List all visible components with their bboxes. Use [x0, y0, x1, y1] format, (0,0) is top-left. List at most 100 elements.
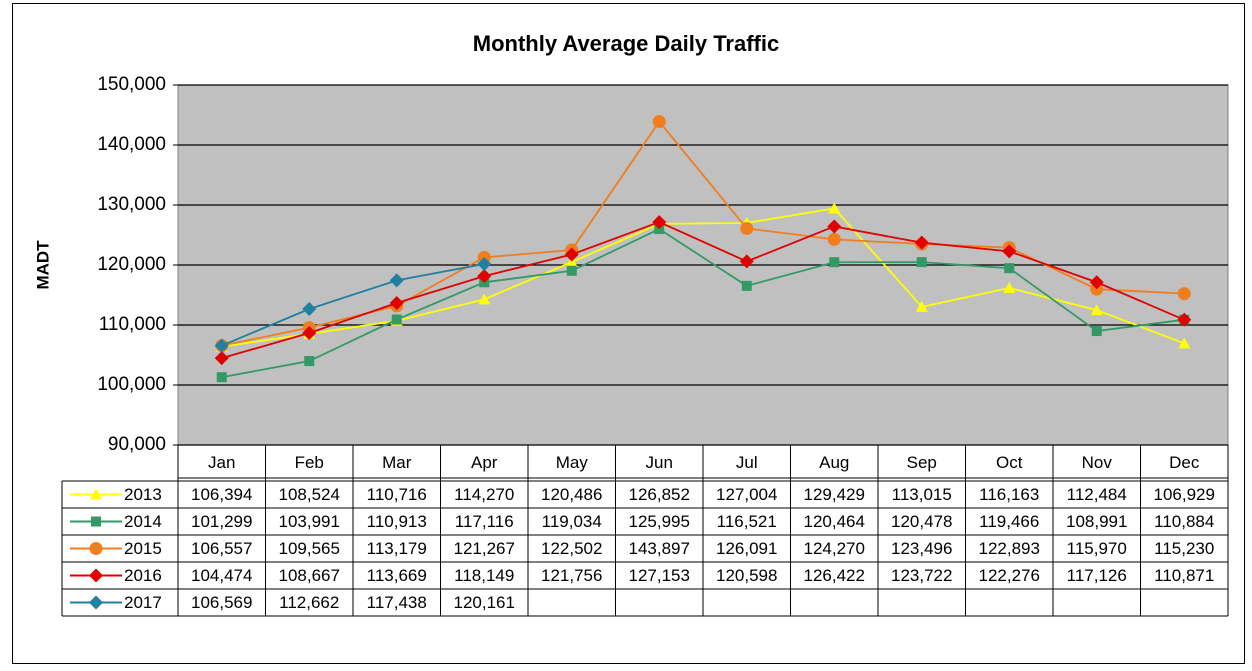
- marker: [564, 247, 579, 262]
- marker: [916, 257, 927, 268]
- marker: [1004, 263, 1015, 274]
- table-value: 120,464: [804, 512, 865, 531]
- x-tick-label: Oct: [996, 453, 1023, 472]
- table-value: 108,991: [1066, 512, 1127, 531]
- table-value: 125,995: [629, 512, 690, 531]
- table-value: 119,466: [979, 512, 1039, 531]
- table-value: 121,756: [541, 566, 602, 585]
- table-value: 126,422: [804, 566, 865, 585]
- marker: [302, 302, 317, 317]
- table-value: 113,015: [892, 485, 952, 504]
- series-line: [221, 207, 1185, 348]
- y-tick-label: 90,000: [108, 434, 166, 455]
- x-tick-label: Apr: [471, 453, 498, 472]
- table-value: 112,484: [1067, 485, 1127, 504]
- x-tick-label: Aug: [819, 453, 849, 472]
- table-value: 106,557: [191, 539, 252, 558]
- table-value: 106,929: [1154, 485, 1215, 504]
- marker: [477, 257, 492, 272]
- marker: [740, 221, 754, 235]
- x-tick-label: Jul: [736, 453, 758, 472]
- table-value: 113,669: [367, 566, 427, 585]
- x-tick-label: Feb: [295, 453, 324, 472]
- marker: [391, 314, 402, 325]
- marker: [652, 115, 666, 129]
- table-value: 110,871: [1154, 566, 1214, 585]
- table-value: 116,521: [717, 512, 777, 531]
- table-value: 118,149: [454, 566, 514, 585]
- marker: [91, 516, 101, 527]
- marker: [827, 232, 841, 246]
- table-value: 126,852: [629, 485, 690, 504]
- table-value: 120,161: [454, 593, 515, 612]
- table-value: 120,486: [541, 485, 602, 504]
- marker: [827, 219, 842, 234]
- table-value: 114,270: [454, 485, 514, 504]
- y-tick-label: 110,000: [99, 314, 166, 335]
- table-value: 106,569: [191, 593, 252, 612]
- y-tick-label: 130,000: [97, 194, 166, 215]
- marker: [1002, 244, 1017, 259]
- table-value: 117,126: [1067, 566, 1127, 585]
- marker: [1178, 337, 1191, 349]
- table-value: 122,893: [979, 539, 1040, 558]
- marker: [829, 257, 840, 268]
- x-tick-label: Dec: [1169, 453, 1200, 472]
- table-value: 117,438: [367, 593, 427, 612]
- y-tick-label: 140,000: [97, 134, 166, 155]
- marker: [652, 215, 667, 230]
- table-value: 108,667: [279, 566, 340, 585]
- marker: [216, 372, 227, 383]
- table-value: 123,496: [891, 539, 952, 558]
- table-value: 101,299: [191, 512, 252, 531]
- table-value: 112,662: [279, 593, 339, 612]
- marker: [914, 235, 929, 250]
- y-tick-label: 120,000: [97, 254, 166, 275]
- table-value: 127,004: [716, 485, 777, 504]
- table-value: 115,230: [1154, 539, 1214, 558]
- legend-label: 2014: [124, 512, 162, 531]
- x-tick-label: Jun: [646, 453, 673, 472]
- marker: [89, 542, 103, 555]
- table-value: 126,091: [716, 539, 777, 558]
- table-value: 127,153: [629, 566, 690, 585]
- table-value: 143,897: [629, 539, 690, 558]
- marker: [565, 256, 578, 268]
- marker: [477, 269, 492, 284]
- marker: [566, 265, 577, 276]
- marker: [1177, 312, 1192, 327]
- marker: [389, 273, 404, 288]
- legend-label: 2016: [124, 566, 162, 585]
- table-value: 117,116: [455, 512, 514, 531]
- y-tick-label: 100,000: [97, 374, 166, 395]
- table-value: 110,716: [367, 485, 427, 504]
- series-line: [221, 228, 1185, 379]
- table-value: 113,179: [367, 539, 427, 558]
- table-value: 104,474: [191, 566, 252, 585]
- series-line: [221, 221, 1185, 360]
- table-value: 124,270: [804, 539, 865, 558]
- x-tick-label: Jan: [208, 453, 235, 472]
- x-tick-label: May: [556, 453, 589, 472]
- x-tick-label: Mar: [382, 453, 412, 472]
- table-value: 122,502: [541, 539, 602, 558]
- marker: [90, 488, 102, 500]
- table-value: 103,991: [279, 512, 340, 531]
- marker: [741, 280, 752, 291]
- table-value: 109,565: [279, 539, 340, 558]
- table-value: 106,394: [191, 485, 252, 504]
- table-value: 119,034: [542, 512, 602, 531]
- table-value: 122,276: [979, 566, 1040, 585]
- marker: [214, 338, 229, 353]
- marker: [89, 568, 103, 583]
- table-value: 115,970: [1067, 539, 1127, 558]
- x-tick-label: Sep: [907, 453, 937, 472]
- table-value: 116,163: [979, 485, 1039, 504]
- marker: [1090, 304, 1103, 316]
- legend-label: 2015: [124, 539, 162, 558]
- marker: [915, 300, 928, 312]
- table-value: 129,429: [804, 485, 865, 504]
- table-value: 123,722: [891, 566, 952, 585]
- y-tick-label: 150,000: [97, 74, 166, 95]
